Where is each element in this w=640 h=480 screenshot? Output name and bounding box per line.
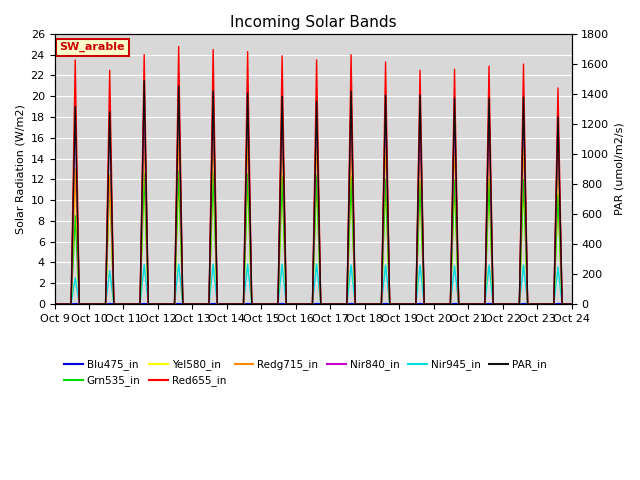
Text: SW_arable: SW_arable (60, 42, 125, 52)
Title: Incoming Solar Bands: Incoming Solar Bands (230, 15, 396, 30)
Y-axis label: Solar Radiation (W/m2): Solar Radiation (W/m2) (15, 104, 25, 234)
Y-axis label: PAR (umol/m2/s): PAR (umol/m2/s) (615, 122, 625, 216)
Legend: Blu475_in, Grn535_in, Yel580_in, Red655_in, Redg715_in, Nir840_in, Nir945_in, PA: Blu475_in, Grn535_in, Yel580_in, Red655_… (60, 355, 551, 390)
